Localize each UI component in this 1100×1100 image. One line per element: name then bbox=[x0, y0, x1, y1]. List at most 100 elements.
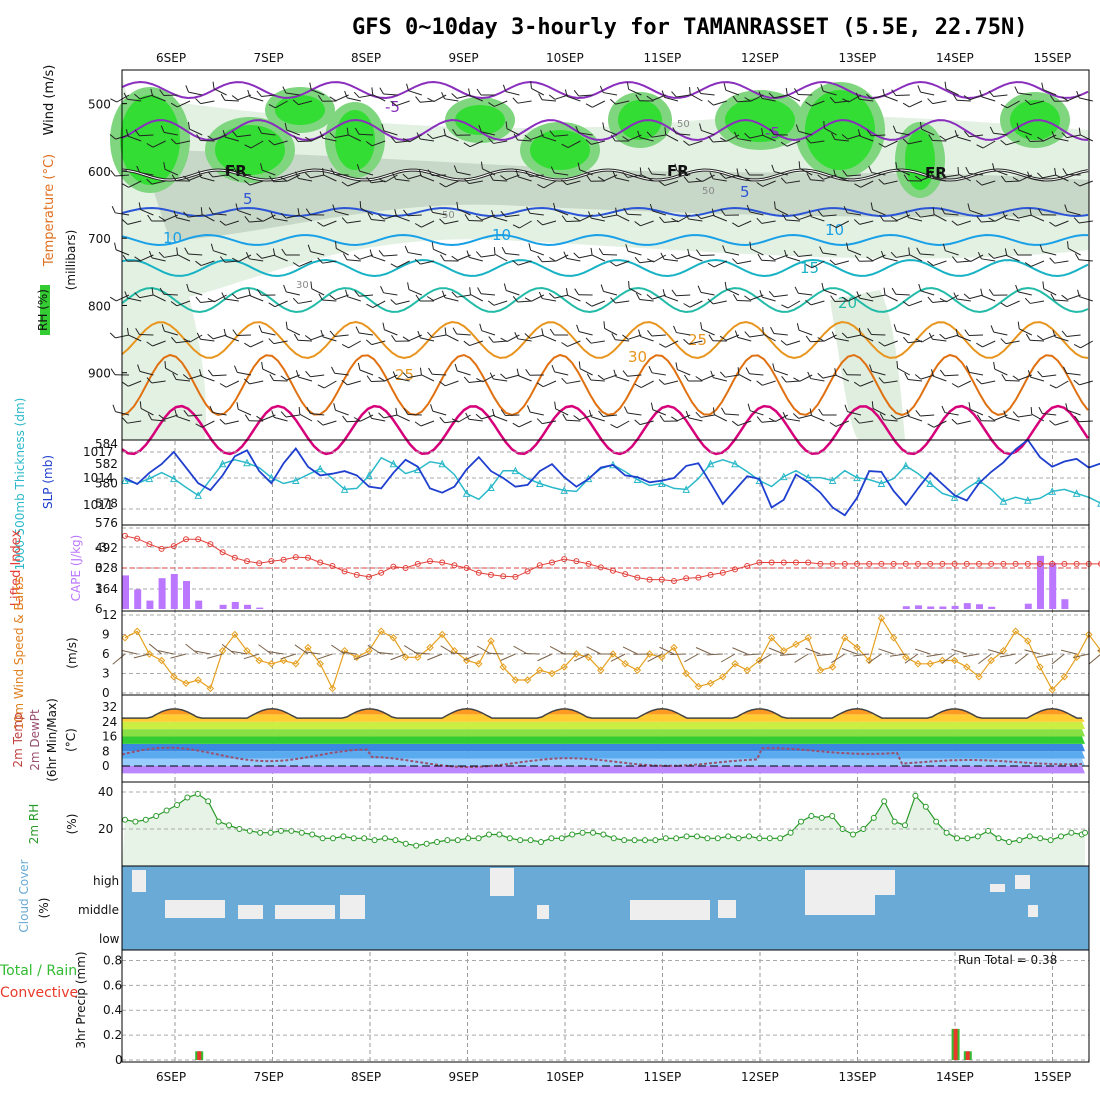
wind-barb-shaft bbox=[798, 214, 813, 221]
wind-barb bbox=[756, 217, 776, 224]
wind-barb-shaft bbox=[530, 249, 544, 256]
wind-barb-shaft bbox=[163, 293, 178, 296]
wind-barb-flag bbox=[135, 328, 140, 335]
run-total-label: Run Total = 0.38 bbox=[958, 953, 1057, 967]
wind-barb-shaft bbox=[871, 294, 886, 299]
wind-barb-shaft bbox=[323, 220, 337, 227]
wind-barb-shaft bbox=[164, 414, 178, 420]
wind-speed-marker bbox=[426, 643, 434, 652]
wind-barb-shaft bbox=[651, 173, 666, 176]
wind-barb-shaft bbox=[615, 260, 630, 267]
wind-barb bbox=[523, 652, 540, 655]
wind-barb-shaft bbox=[200, 100, 215, 105]
wind-barb-shaft bbox=[970, 408, 984, 416]
wind-barb-flag bbox=[195, 296, 201, 303]
axis-tick-precip: 0.8 bbox=[103, 953, 122, 967]
wind-barb-shaft bbox=[908, 300, 923, 307]
wind-barb bbox=[756, 180, 776, 187]
wind-barb-flag bbox=[1001, 374, 1007, 381]
wind-barb-shaft bbox=[383, 254, 398, 257]
wind-barb bbox=[378, 412, 398, 419]
wind-barb-flag bbox=[160, 125, 165, 133]
rh-marker bbox=[683, 833, 690, 840]
wind-barb-shaft bbox=[224, 260, 239, 263]
wind-barb bbox=[317, 95, 337, 102]
wind-barb bbox=[548, 94, 569, 100]
wind-barb-flag bbox=[695, 376, 702, 381]
wind-barb bbox=[707, 260, 728, 268]
wind-barb-flag bbox=[524, 333, 531, 339]
wind-barb bbox=[317, 420, 337, 426]
wind-barb bbox=[671, 91, 691, 98]
wind-speed-marker bbox=[304, 643, 312, 652]
wind-barb-flag bbox=[866, 129, 872, 137]
axis-tick-lifted-index: -3 bbox=[95, 541, 107, 555]
wind-barb-shaft bbox=[128, 180, 142, 188]
wind-barb bbox=[939, 369, 959, 377]
wind-barb bbox=[365, 140, 386, 147]
wind-barb-flag bbox=[210, 243, 214, 251]
wind-barb-shaft bbox=[978, 653, 992, 665]
wind-barb-flag bbox=[304, 172, 311, 179]
wind-barb-shaft bbox=[725, 89, 740, 96]
wind-barb-flag bbox=[744, 331, 750, 338]
3hr-precip-panel: 00.20.40.60.8 Run Total = 0.38 bbox=[103, 953, 1089, 1067]
lifted-index-marker bbox=[512, 573, 519, 580]
wind-barb bbox=[198, 170, 215, 182]
rh-line bbox=[124, 793, 1086, 847]
wind-barb bbox=[723, 83, 740, 96]
wind-barb bbox=[952, 93, 971, 102]
wind-barb-shaft bbox=[494, 100, 508, 107]
wind-barb-flag bbox=[171, 336, 177, 344]
rh-marker bbox=[215, 818, 222, 825]
wind-barb bbox=[951, 648, 967, 655]
wind-barb bbox=[182, 374, 203, 380]
rh-marker bbox=[538, 838, 544, 845]
thickness-marker bbox=[243, 458, 251, 467]
wind-barb-shaft bbox=[445, 180, 459, 188]
wind-speed-marker bbox=[182, 679, 190, 687]
cape-bar bbox=[219, 604, 227, 609]
thickness-marker bbox=[316, 464, 325, 473]
wind-barb bbox=[927, 296, 947, 303]
wind-barb-shaft bbox=[444, 297, 459, 302]
wind-barb-shaft bbox=[274, 300, 288, 308]
wind-barb-shaft bbox=[542, 220, 557, 226]
wind-barb bbox=[122, 180, 142, 188]
wind-barb-flag bbox=[992, 163, 995, 171]
wind-barb-flag bbox=[780, 340, 787, 346]
wind-barb bbox=[463, 340, 483, 347]
date-label-bottom: 8SEP bbox=[351, 1070, 381, 1084]
wind-barb-shaft bbox=[469, 140, 484, 148]
wind-barb-flag bbox=[844, 404, 848, 412]
wind-barb-shaft bbox=[1036, 653, 1053, 658]
wind-barb-shaft bbox=[212, 213, 227, 216]
wind-barb-flag bbox=[964, 329, 970, 336]
wind-barb-flag bbox=[329, 294, 336, 300]
wind-barb-flag bbox=[123, 92, 128, 100]
wind-barb bbox=[966, 365, 984, 376]
wind-barb-shaft bbox=[212, 374, 227, 377]
date-label-bottom: 12SEP bbox=[741, 1070, 779, 1084]
wind-barb-shaft bbox=[139, 172, 154, 176]
wind-barb-shaft bbox=[920, 374, 935, 380]
wind-barb-flag bbox=[768, 92, 775, 99]
wind-barb-flag bbox=[966, 365, 970, 373]
wind-barb-shaft bbox=[317, 653, 333, 660]
wind-barb-flag bbox=[530, 81, 532, 89]
wind-barb-shaft bbox=[346, 220, 361, 224]
wind-barb bbox=[573, 89, 593, 97]
lifted-index-marker bbox=[439, 559, 446, 566]
wind-barb bbox=[914, 648, 931, 655]
wind-barb-flag bbox=[454, 363, 458, 372]
wind-barb-shaft bbox=[493, 216, 508, 222]
wind-barb-flag bbox=[574, 288, 580, 296]
wind-barb bbox=[381, 123, 398, 136]
axis-tick-rh: 20 bbox=[98, 822, 113, 836]
wind-barb-shaft bbox=[689, 255, 703, 262]
wind-barb-shaft bbox=[786, 340, 801, 346]
lifted-index-marker bbox=[951, 560, 958, 567]
wind-barb-flag bbox=[489, 372, 494, 380]
wind-barb bbox=[427, 653, 443, 661]
axis-tick-thickness: 578 bbox=[95, 496, 118, 510]
